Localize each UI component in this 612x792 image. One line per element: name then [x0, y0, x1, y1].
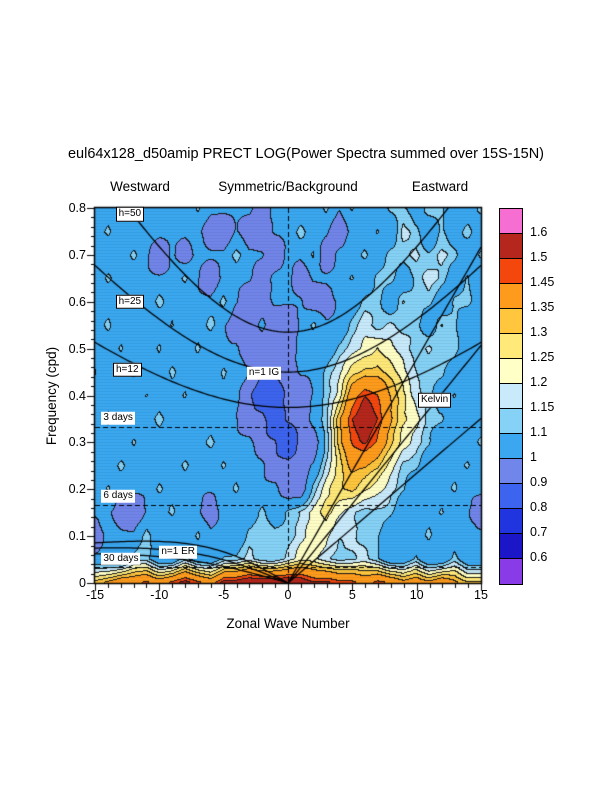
annotation-h-25: h=25 — [115, 294, 145, 309]
colorbar-cell-2 — [500, 259, 522, 284]
x-tick-label--5: -5 — [218, 588, 230, 602]
colorbar-cell-8 — [500, 409, 522, 434]
colorbar-cell-1 — [500, 234, 522, 259]
y-tick-label-0.3: 0.3 — [68, 435, 86, 450]
x-tick-label-5: 5 — [348, 588, 356, 602]
y-tick-label-0.5: 0.5 — [68, 341, 86, 356]
colorbar — [499, 208, 523, 585]
colorbar-cell-3 — [500, 284, 522, 309]
y-tick-label-0.4: 0.4 — [68, 388, 86, 403]
colorbar-cell-11 — [500, 484, 522, 509]
annotation-h-50: h=50 — [115, 206, 145, 222]
x-tick-label--15: -15 — [85, 588, 105, 602]
colorbar-cell-12 — [500, 509, 522, 534]
colorbar-cell-6 — [500, 359, 522, 384]
annotation-3-days: 3 days — [101, 411, 135, 425]
colorbar-label-1.35: 1.35 — [530, 300, 555, 314]
y-tick-label-0.8: 0.8 — [68, 201, 86, 215]
x-tick-label-0: 0 — [284, 588, 292, 602]
y-tick-label-0: 0 — [79, 576, 86, 590]
annotation-n-1-er: n=1 ER — [159, 545, 197, 559]
colorbar-cell-9 — [500, 434, 522, 459]
y-tick-label-0.2: 0.2 — [68, 482, 86, 497]
x-tick-label-15: 15 — [474, 588, 488, 602]
colorbar-label-0.9: 0.9 — [530, 475, 548, 489]
annotation-h-12: h=12 — [113, 362, 142, 377]
colorbar-label-1.2: 1.2 — [530, 375, 548, 389]
colorbar-cell-14 — [500, 559, 522, 584]
colorbar-cell-10 — [500, 459, 522, 484]
y-tick-label-0.6: 0.6 — [68, 294, 86, 309]
colorbar-label-1.45: 1.45 — [530, 275, 555, 289]
colorbar-label-1.25: 1.25 — [530, 350, 555, 364]
colorbar-label-1.15: 1.15 — [530, 400, 555, 414]
colorbar-label-0.7: 0.7 — [530, 525, 548, 539]
x-tick-label-10: 10 — [409, 588, 424, 602]
annotation-30-days: 30 days — [101, 552, 141, 565]
colorbar-label-0.8: 0.8 — [530, 500, 548, 514]
annotation-6-days: 6 days — [101, 490, 135, 503]
colorbar-label-1.6: 1.6 — [530, 225, 548, 239]
annotation-kelvin: Kelvin — [417, 392, 452, 408]
colorbar-cell-4 — [500, 309, 522, 334]
colorbar-cell-13 — [500, 534, 522, 559]
x-tick-label--10: -10 — [150, 588, 169, 602]
colorbar-cell-0 — [500, 209, 522, 234]
colorbar-label-0.6: 0.6 — [530, 550, 548, 564]
annotation-n-1-ig: n=1 IG — [246, 367, 282, 380]
colorbar-label-1.3: 1.3 — [530, 325, 548, 339]
colorbar-cell-7 — [500, 384, 522, 409]
y-tick-label-0.7: 0.7 — [68, 247, 86, 262]
colorbar-label-1.1: 1.1 — [530, 425, 548, 439]
colorbar-label-1.5: 1.5 — [530, 250, 548, 264]
y-tick-label-0.1: 0.1 — [68, 529, 86, 544]
colorbar-cell-5 — [500, 334, 522, 359]
x-axis-title: Zonal Wave Number — [226, 616, 350, 631]
colorbar-label-1: 1 — [530, 450, 537, 464]
